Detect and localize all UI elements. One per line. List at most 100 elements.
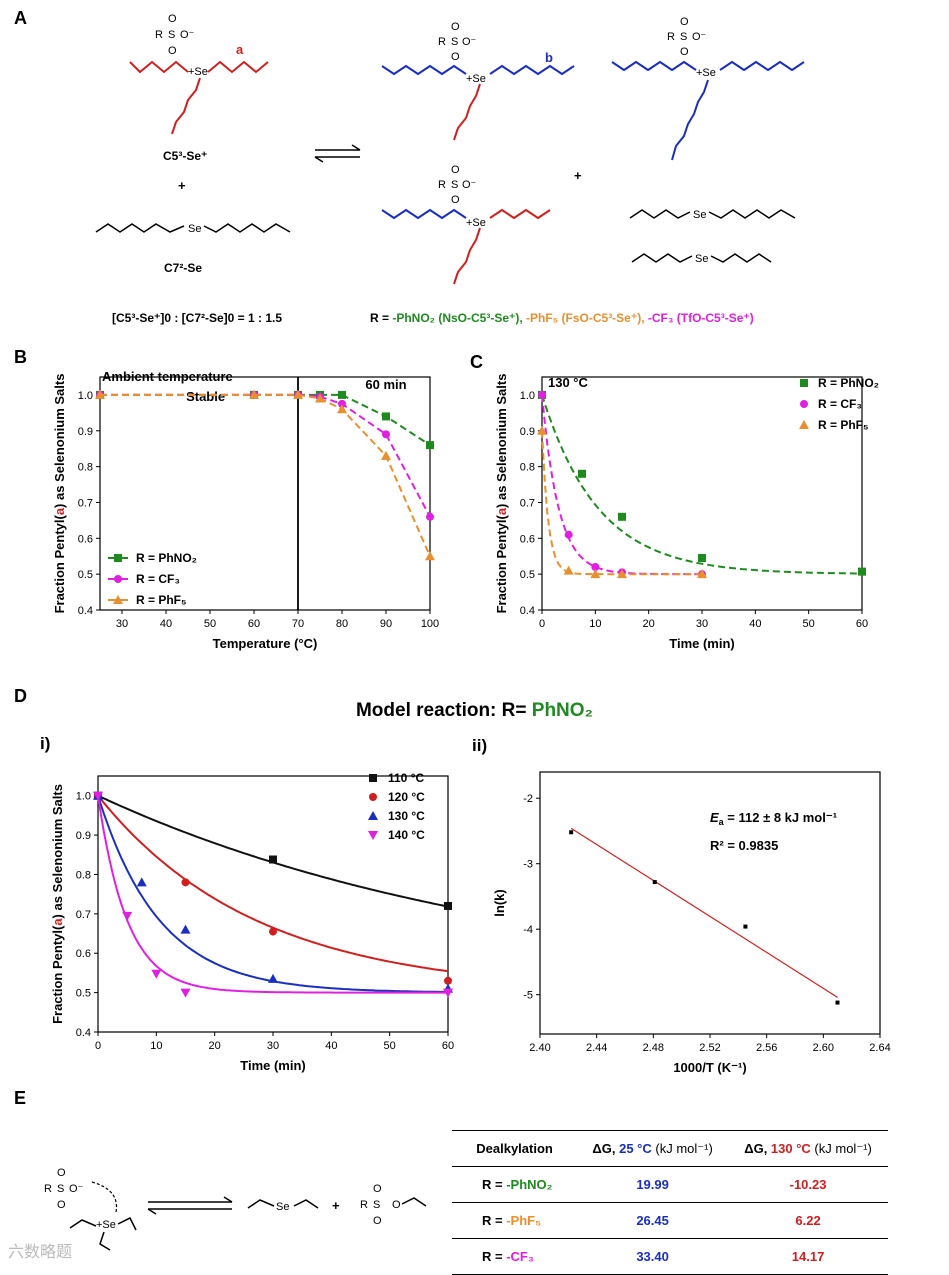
data-point	[858, 567, 866, 576]
legend-marker	[369, 774, 377, 782]
fit-line	[570, 827, 838, 998]
svg-text:R: R	[438, 179, 446, 191]
header-dg-25: ΔG, 25 °C (kJ mol⁻¹)	[577, 1130, 729, 1167]
x-tick-label: 2.44	[586, 1042, 607, 1054]
data-point	[617, 569, 627, 579]
svg-text:O: O	[451, 164, 460, 176]
data-point	[697, 569, 707, 579]
chart-d-i: 0 10 20 30 40 50 60 0.4 0.5 0.6 0.7 0.8 0.9 1.0 Time (…	[50, 771, 454, 1073]
x-tick-label: 2.64	[869, 1042, 890, 1054]
series-line	[100, 393, 431, 518]
data-point	[618, 512, 626, 521]
x-tick-label: 50	[803, 618, 815, 630]
data-point	[563, 565, 574, 575]
plot-frame	[99, 376, 431, 611]
equilibrium-arrow	[314, 144, 361, 163]
table-row: R = -PhNO₂ 19.99 -10.23	[452, 1166, 888, 1203]
svg-text:R: R	[360, 1199, 368, 1211]
subpanel-label-ii: ii)	[472, 736, 488, 755]
y-tick-label: 0.7	[76, 909, 91, 921]
legend-marker	[368, 811, 378, 820]
y-tick-label: 0.9	[78, 426, 93, 438]
y-axis-label: Fraction Pentyl(a) as Selenonium Salts	[50, 784, 65, 1024]
data-point	[93, 791, 103, 801]
legend-label: 110 °C	[388, 771, 424, 785]
svg-text:O: O	[451, 194, 460, 206]
dealkylation-table: Dealkylation ΔG, 25 °C (kJ mol⁻¹) ΔG, 13…	[452, 1130, 888, 1275]
chart-d-ii: 2.40 2.44 2.48 2.52 2.56 2.60 2.64 -5 -4 -3 -2 1000…	[492, 771, 891, 1075]
x-tick-label: 0	[95, 1040, 101, 1052]
sulfonate-ominus: O⁻	[180, 29, 195, 41]
dg-25-value: 26.45	[577, 1202, 729, 1239]
y-tick-label: -3	[523, 859, 533, 871]
svg-text:O: O	[451, 21, 460, 33]
x-tick-label: 0	[539, 618, 545, 630]
data-point	[268, 973, 278, 983]
panel-label-c: C	[470, 352, 483, 372]
panel-label-a: A	[14, 8, 27, 28]
dealkylation-scheme: R S O O O⁻ +Se Se + R S O O O	[44, 1167, 427, 1251]
subpanel-label-i: i)	[40, 734, 51, 753]
header-dealkylation: Dealkylation	[452, 1130, 578, 1167]
y-tick-label: -5	[523, 990, 533, 1002]
r-squared-label: R² = 0.9835	[710, 838, 778, 853]
x-tick-label: 2.56	[756, 1042, 777, 1054]
fit-curve	[541, 430, 702, 576]
svg-text:O⁻: O⁻	[692, 31, 707, 43]
x-tick-label: 70	[292, 618, 304, 630]
y-tick-label: 1.0	[78, 390, 93, 402]
panel-label-b: B	[14, 347, 27, 367]
molecule-mixed-selenonium-2: R S O O O⁻ +Se	[381, 164, 551, 285]
chart-title: 60 min	[365, 377, 406, 392]
y-tick-label: 0.8	[520, 462, 535, 474]
y-tick-label: 0.5	[78, 569, 93, 581]
selenide-c5: Se	[631, 253, 772, 265]
sulfonate-o: O	[168, 45, 177, 57]
data-point	[180, 924, 191, 934]
svg-text:+: +	[574, 168, 582, 183]
x-axis-label: Time (min)	[669, 636, 735, 651]
fit-curve	[541, 394, 863, 575]
svg-text:R: R	[667, 31, 675, 43]
data-point	[122, 911, 133, 921]
y-tick-label: 0.7	[78, 497, 93, 509]
x-axis-label: Time (min)	[240, 1058, 306, 1073]
legend-marker	[368, 831, 378, 840]
x-tick-label: 20	[209, 1040, 221, 1052]
legend-marker	[369, 793, 377, 801]
svg-text:S: S	[680, 31, 687, 43]
svg-text:O: O	[680, 46, 689, 58]
dg-130-value: 14.17	[728, 1238, 888, 1275]
panel-label-e: E	[14, 1088, 27, 1108]
table-row: R = -CF₃ 33.40 14.17	[452, 1238, 888, 1275]
x-tick-label: 50	[204, 618, 216, 630]
dg-25-value: 19.99	[577, 1166, 729, 1203]
c5-label: C5³-Se⁺	[163, 149, 207, 163]
legend-label: R = PhNO₂	[818, 376, 879, 390]
sulfonate-r: R	[155, 29, 163, 41]
legend-marker	[799, 420, 809, 429]
data-point	[538, 390, 546, 399]
x-tick-label: 40	[160, 618, 172, 630]
selenide-c7: Se	[629, 209, 796, 221]
x-tick-label: 10	[150, 1040, 162, 1052]
data-point	[381, 450, 391, 460]
x-tick-label: 10	[589, 618, 601, 630]
svg-text:S: S	[451, 179, 458, 191]
svg-text:O: O	[392, 1199, 401, 1211]
row-label: R = -PhNO₂	[452, 1166, 578, 1203]
y-tick-label: 0.8	[76, 869, 91, 881]
y-tick-label: 0.6	[520, 533, 535, 545]
svg-text:+Se: +Se	[466, 217, 486, 229]
dg-130-value: 6.22	[728, 1202, 888, 1239]
svg-text:+Se: +Se	[96, 1219, 116, 1231]
y-axis-label: Fraction Pentyl(a) as Selenonium Salts	[494, 374, 509, 614]
legend-label: 140 °C	[388, 828, 425, 842]
svg-text:O: O	[373, 1215, 382, 1227]
data-point	[698, 554, 706, 563]
x-tick-label: 30	[116, 618, 128, 630]
svg-text:+Se: +Se	[466, 73, 486, 85]
y-tick-label: 1.0	[520, 390, 535, 402]
series-line	[100, 393, 431, 557]
y-tick-label: 0.7	[520, 497, 535, 509]
